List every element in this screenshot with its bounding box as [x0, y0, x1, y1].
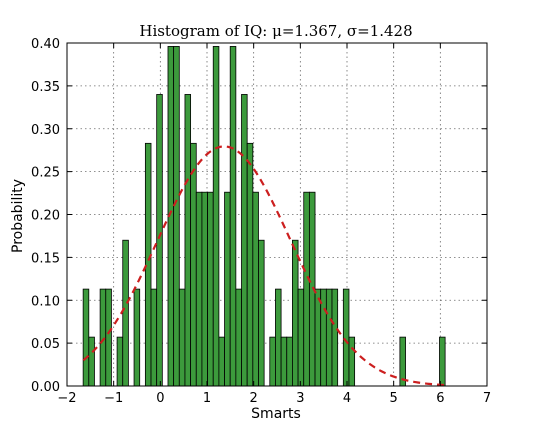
- histogram-bar: [246, 142, 254, 387]
- histogram-bar: [241, 94, 248, 387]
- y-tick-label: 0.00: [31, 380, 60, 395]
- histogram-bar: [275, 288, 282, 387]
- x-tick-label: 7: [483, 391, 491, 406]
- y-tick-label: 0.10: [31, 294, 60, 309]
- histogram-bar: [116, 336, 124, 387]
- y-axis-label: Probability: [10, 179, 26, 253]
- x-tick-label: 1: [203, 391, 211, 406]
- histogram-bar: [190, 142, 197, 387]
- histogram-bar: [331, 288, 339, 387]
- histogram-bar: [122, 239, 129, 387]
- histogram-bar: [314, 288, 322, 387]
- histogram-bar: [173, 46, 180, 387]
- histogram-bar: [229, 46, 237, 387]
- histogram-bar: [348, 336, 356, 387]
- x-axis-label: Smarts: [251, 406, 301, 422]
- y-tick-label: 0.20: [31, 209, 60, 224]
- y-tick-label: 0.15: [31, 251, 60, 266]
- histogram-bar: [99, 288, 107, 387]
- x-tick-label: 4: [343, 391, 351, 406]
- histogram-bar: [105, 288, 112, 387]
- histogram-bar: [184, 94, 192, 387]
- histogram-bar: [218, 336, 225, 387]
- histogram-bar: [252, 191, 259, 387]
- histogram-bar: [439, 336, 446, 387]
- histogram-bar: [303, 191, 310, 387]
- histogram-bar: [212, 46, 220, 387]
- x-tick-label: 5: [390, 391, 398, 406]
- histogram-bar: [207, 191, 214, 387]
- y-tick-label: 0.25: [31, 166, 60, 181]
- y-tick-label: 0.40: [31, 37, 60, 52]
- histogram-bar: [258, 239, 265, 387]
- x-axis-ticks: −2 −1 0 1 2 3 4 5 6 7: [57, 43, 491, 406]
- histogram-bar: [297, 288, 305, 387]
- histogram-bar: [269, 336, 276, 387]
- histogram-bar: [201, 191, 208, 387]
- x-tick-label: 3: [296, 391, 304, 406]
- histogram-bar: [280, 336, 288, 387]
- chart-title: Histogram of IQ: μ=1.367, σ=1.428: [139, 22, 412, 40]
- histogram-bar: [133, 288, 141, 387]
- x-tick-label: −1: [104, 391, 123, 406]
- x-tick-label: 0: [156, 391, 164, 406]
- y-tick-label: 0.05: [31, 337, 60, 352]
- y-tick-label: 0.35: [31, 80, 60, 95]
- histogram-bar: [82, 288, 90, 387]
- histogram-bar: [156, 94, 163, 387]
- histogram-bar: [178, 288, 186, 387]
- histogram-bar: [224, 191, 231, 387]
- histogram-bar: [286, 336, 293, 387]
- x-tick-label: −2: [57, 391, 76, 406]
- y-axis-ticks: 0.00 0.05 0.10 0.15 0.20 0.25 0.30 0.35 0.40: [31, 37, 487, 395]
- normal-fit-curve: [82, 145, 446, 387]
- histogram-bar: [150, 288, 158, 387]
- histogram-bar: [292, 239, 299, 387]
- histogram-bar: [325, 288, 333, 387]
- histogram-bar: [235, 288, 242, 387]
- x-tick-label: 6: [436, 391, 444, 406]
- histogram-bar: [88, 336, 95, 387]
- y-tick-label: 0.30: [31, 123, 60, 138]
- histogram-bar: [342, 288, 350, 387]
- histogram-bar: [144, 142, 152, 387]
- histogram-bar: [195, 191, 203, 387]
- x-tick-label: 2: [250, 391, 258, 406]
- histogram-bars: [82, 46, 446, 387]
